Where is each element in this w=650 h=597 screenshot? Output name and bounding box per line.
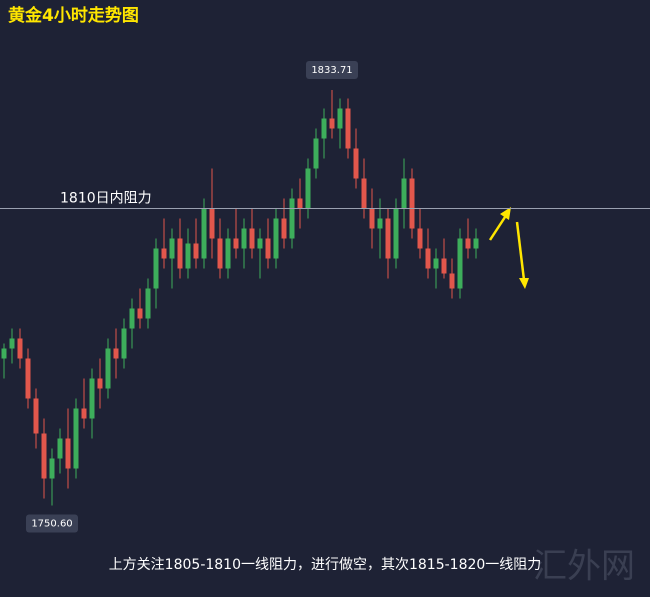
candle-body — [305, 168, 311, 209]
candle-body — [321, 118, 327, 139]
footer-note: 上方关注1805-1810一线阻力，进行做空，其次1815-1820一线阻力 — [109, 557, 542, 573]
candle-body — [81, 408, 87, 419]
watermark: 汇外网 — [533, 547, 635, 587]
candle-body — [465, 238, 471, 249]
resistance-label: 1810日内阻力 — [60, 191, 152, 207]
candle-body — [441, 258, 447, 274]
candle-body — [25, 358, 31, 399]
candle-body — [1, 348, 7, 359]
candle-body — [473, 238, 479, 249]
candle-body — [417, 228, 423, 249]
candle-body — [193, 243, 199, 259]
candle-body — [105, 348, 111, 389]
candle-body — [449, 273, 455, 289]
candle-body — [353, 148, 359, 179]
candle-body — [73, 408, 79, 469]
candle-body — [273, 218, 279, 259]
candle-body — [401, 178, 407, 209]
candle-body — [33, 398, 39, 434]
candle-body — [169, 238, 175, 259]
candle-body — [17, 338, 23, 359]
candle-body — [89, 378, 95, 419]
candle-body — [177, 238, 183, 269]
candle-body — [153, 248, 159, 289]
candle-body — [281, 218, 287, 239]
candle-body — [241, 228, 247, 249]
candle-body — [385, 218, 391, 259]
candle-body — [337, 108, 343, 129]
candle-body — [249, 228, 255, 249]
candle-body — [145, 288, 151, 319]
candle-body — [257, 238, 263, 249]
candle-body — [409, 178, 415, 229]
candle-body — [129, 308, 135, 329]
candle-body — [225, 238, 231, 269]
candle-body — [329, 118, 335, 129]
arrow-up — [488, 207, 511, 241]
candle-body — [201, 208, 207, 259]
candle-body — [377, 218, 383, 229]
candle-body — [49, 458, 55, 479]
candle-body — [289, 198, 295, 239]
candle-body — [65, 438, 71, 469]
candle-body — [97, 378, 103, 389]
candle-body — [113, 348, 119, 359]
price-label-box — [26, 514, 78, 533]
candle-body — [161, 248, 167, 259]
candle-body — [185, 243, 191, 269]
candle-body — [265, 238, 271, 259]
candle-body — [137, 308, 143, 319]
candle-body — [233, 238, 239, 249]
candle-body — [313, 138, 319, 169]
candle-body — [297, 198, 303, 209]
candle-body — [217, 238, 223, 269]
candle-body — [425, 248, 431, 269]
candle-body — [209, 208, 215, 239]
candle-body — [9, 338, 15, 349]
candle-body — [393, 208, 399, 259]
price-label: 1833.71 — [311, 65, 352, 76]
candle-body — [345, 108, 351, 149]
candle-body — [121, 328, 127, 359]
chart-title: 黄金4小时走势图 — [8, 5, 139, 26]
candle-body — [433, 258, 439, 269]
candle-body — [41, 433, 47, 479]
candle-body — [457, 238, 463, 289]
candle-body — [369, 208, 375, 229]
arrow-down — [515, 221, 529, 289]
price-label: 1750.60 — [31, 519, 72, 530]
price-label-box — [306, 60, 358, 79]
candle-body — [57, 438, 63, 459]
candle-body — [361, 178, 367, 209]
